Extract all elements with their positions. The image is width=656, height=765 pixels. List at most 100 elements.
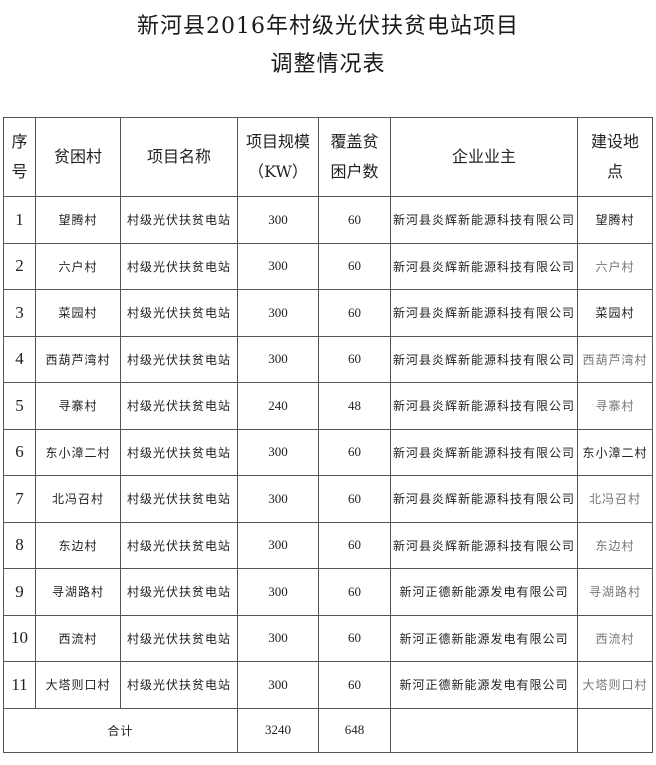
cell-scale: 300 <box>237 242 319 290</box>
cell-location: 东小漳二村 <box>577 428 653 476</box>
cell-index: 8 <box>3 521 36 569</box>
cell-village: 六户村 <box>35 242 121 290</box>
table-row: 4 西葫芦湾村 村级光伏扶贫电站 300 60 新河县炎辉新能源科技有限公司 西葫芦湾村 <box>3 335 653 383</box>
cell-scale: 300 <box>237 428 319 476</box>
cell-location: 西葫芦湾村 <box>577 335 653 383</box>
cell-owner: 新河县炎辉新能源科技有限公司 <box>390 289 578 337</box>
cell-scale: 300 <box>237 521 319 569</box>
total-scale: 3240 <box>237 707 319 753</box>
cell-scale: 300 <box>237 289 319 337</box>
cell-owner: 新河县炎辉新能源科技有限公司 <box>390 335 578 383</box>
cell-index: 4 <box>3 335 36 383</box>
cell-project: 村级光伏扶贫电站 <box>120 242 238 290</box>
document-title: 新河县2016年村级光伏扶贫电站项目 <box>137 14 519 39</box>
header-location: 建设地点 <box>577 117 653 197</box>
cell-owner: 新河正德新能源发电有限公司 <box>390 661 578 709</box>
table-row: 7 北冯召村 村级光伏扶贫电站 300 60 新河县炎辉新能源科技有限公司 北冯召村 <box>3 475 653 523</box>
cell-project: 村级光伏扶贫电站 <box>120 661 238 709</box>
cell-project: 村级光伏扶贫电站 <box>120 382 238 430</box>
table-row: 1 望腾村 村级光伏扶贫电站 300 60 新河县炎辉新能源科技有限公司 望腾村 <box>3 196 653 244</box>
cell-location: 东边村 <box>577 521 653 569</box>
header-village: 贫困村 <box>35 117 121 197</box>
table-row: 2 六户村 村级光伏扶贫电站 300 60 新河县炎辉新能源科技有限公司 六户村 <box>3 242 653 290</box>
cell-owner: 新河县炎辉新能源科技有限公司 <box>390 382 578 430</box>
cell-scale: 300 <box>237 568 319 616</box>
cell-project: 村级光伏扶贫电站 <box>120 428 238 476</box>
cell-owner: 新河正德新能源发电有限公司 <box>390 568 578 616</box>
cell-location: 大塔则口村 <box>577 661 653 709</box>
cell-project: 村级光伏扶贫电站 <box>120 568 238 616</box>
cell-project: 村级光伏扶贫电站 <box>120 196 238 244</box>
cell-index: 11 <box>3 661 36 709</box>
cell-location: 寻湖路村 <box>577 568 653 616</box>
cell-village: 东边村 <box>35 521 121 569</box>
cell-location: 寻寨村 <box>577 382 653 430</box>
cell-village: 菜园村 <box>35 289 121 337</box>
cell-location: 六户村 <box>577 242 653 290</box>
cell-village: 东小漳二村 <box>35 428 121 476</box>
table-row: 6 东小漳二村 村级光伏扶贫电站 300 60 新河县炎辉新能源科技有限公司 东小漳二村 <box>3 428 653 476</box>
cell-households: 60 <box>318 521 391 569</box>
cell-households: 60 <box>318 289 391 337</box>
cell-village: 北冯召村 <box>35 475 121 523</box>
cell-location: 菜园村 <box>577 289 653 337</box>
cell-village: 西葫芦湾村 <box>35 335 121 383</box>
cell-location: 望腾村 <box>577 196 653 244</box>
table-row: 9 寻湖路村 村级光伏扶贫电站 300 60 新河正德新能源发电有限公司 寻湖路村 <box>3 568 653 616</box>
cell-owner: 新河县炎辉新能源科技有限公司 <box>390 196 578 244</box>
cell-households: 60 <box>318 568 391 616</box>
cell-index: 9 <box>3 568 36 616</box>
cell-project: 村级光伏扶贫电站 <box>120 475 238 523</box>
cell-village: 寻寨村 <box>35 382 121 430</box>
cell-project: 村级光伏扶贫电站 <box>120 335 238 383</box>
table-row: 5 寻寨村 村级光伏扶贫电站 240 48 新河县炎辉新能源科技有限公司 寻寨村 <box>3 382 653 430</box>
cell-index: 5 <box>3 382 36 430</box>
total-label: 合计 <box>3 707 238 753</box>
cell-index: 7 <box>3 475 36 523</box>
cell-scale: 300 <box>237 335 319 383</box>
cell-village: 寻湖路村 <box>35 568 121 616</box>
cell-households: 48 <box>318 382 391 430</box>
header-project-name: 项目名称 <box>120 117 238 197</box>
cell-location: 北冯召村 <box>577 475 653 523</box>
total-empty-owner <box>390 707 578 753</box>
cell-owner: 新河正德新能源发电有限公司 <box>390 614 578 662</box>
document-subtitle: 调整情况表 <box>270 52 386 77</box>
cell-scale: 300 <box>237 614 319 662</box>
cell-owner: 新河县炎辉新能源科技有限公司 <box>390 242 578 290</box>
cell-households: 60 <box>318 428 391 476</box>
cell-households: 60 <box>318 335 391 383</box>
cell-index: 2 <box>3 242 36 290</box>
cell-owner: 新河县炎辉新能源科技有限公司 <box>390 428 578 476</box>
total-households: 648 <box>318 707 391 753</box>
table-row: 11 大塔则口村 村级光伏扶贫电站 300 60 新河正德新能源发电有限公司 大塔则口村 <box>3 661 653 709</box>
total-empty-location <box>577 707 653 753</box>
cell-village: 大塔则口村 <box>35 661 121 709</box>
cell-scale: 300 <box>237 475 319 523</box>
cell-owner: 新河县炎辉新能源科技有限公司 <box>390 475 578 523</box>
cell-index: 1 <box>3 196 36 244</box>
cell-project: 村级光伏扶贫电站 <box>120 289 238 337</box>
header-owner: 企业业主 <box>390 117 578 197</box>
header-households: 覆盖贫 困户数 <box>318 117 391 197</box>
cell-index: 10 <box>3 614 36 662</box>
table-row: 3 菜园村 村级光伏扶贫电站 300 60 新河县炎辉新能源科技有限公司 菜园村 <box>3 289 653 337</box>
header-index: 序号 <box>3 117 36 197</box>
cell-project: 村级光伏扶贫电站 <box>120 521 238 569</box>
header-scale: 项目规模 （KW） <box>237 117 319 197</box>
cell-households: 60 <box>318 196 391 244</box>
cell-owner: 新河县炎辉新能源科技有限公司 <box>390 521 578 569</box>
cell-households: 60 <box>318 661 391 709</box>
cell-households: 60 <box>318 475 391 523</box>
cell-index: 6 <box>3 428 36 476</box>
table-row: 8 东边村 村级光伏扶贫电站 300 60 新河县炎辉新能源科技有限公司 东边村 <box>3 521 653 569</box>
cell-village: 西流村 <box>35 614 121 662</box>
table-row: 10 西流村 村级光伏扶贫电站 300 60 新河正德新能源发电有限公司 西流村 <box>3 614 653 662</box>
cell-scale: 240 <box>237 382 319 430</box>
cell-households: 60 <box>318 242 391 290</box>
cell-project: 村级光伏扶贫电站 <box>120 614 238 662</box>
cell-village: 望腾村 <box>35 196 121 244</box>
cell-households: 60 <box>318 614 391 662</box>
header-row: 序号 贫困村 项目名称 项目规模 （KW） 覆盖贫 困户数 企业业主 建设地点 <box>3 117 653 197</box>
